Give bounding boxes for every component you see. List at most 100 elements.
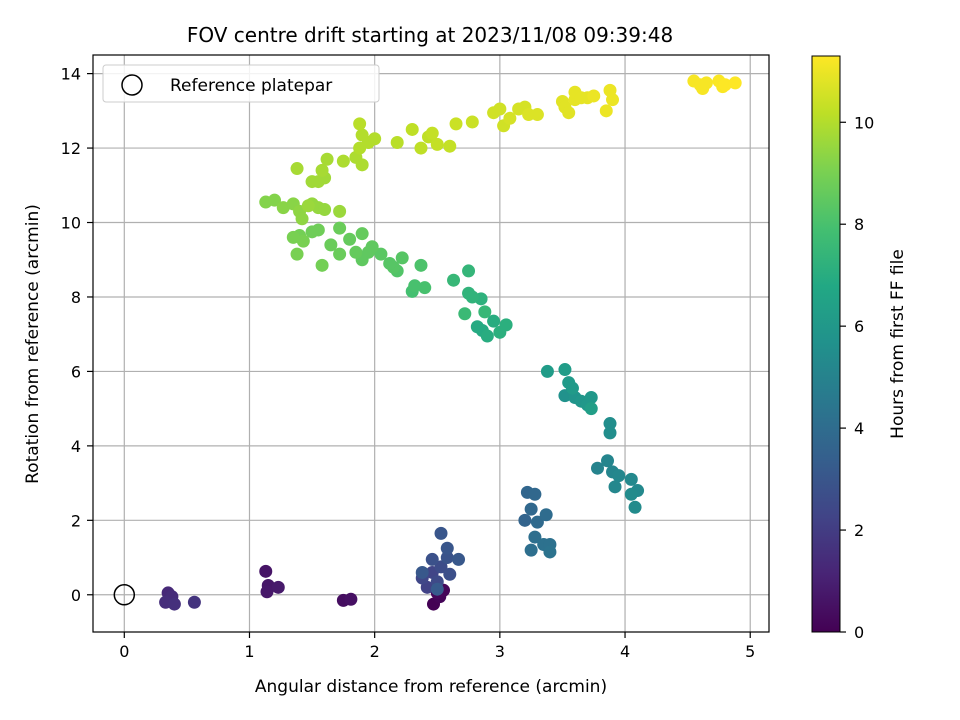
data-point <box>612 469 626 483</box>
data-point <box>320 152 334 166</box>
data-point <box>465 115 479 129</box>
data-point <box>187 595 201 609</box>
data-point <box>562 106 576 120</box>
data-point <box>333 221 347 235</box>
data-point <box>260 585 274 599</box>
data-point <box>539 508 553 522</box>
data-point <box>699 76 713 90</box>
data-point <box>425 126 439 140</box>
data-point <box>530 515 544 529</box>
data-point <box>524 543 538 557</box>
grid-lines <box>93 55 769 632</box>
data-point <box>353 117 367 131</box>
data-point <box>318 202 332 216</box>
data-point <box>434 560 448 574</box>
data-point <box>458 307 472 321</box>
data-point <box>395 251 409 265</box>
y-tick-label: 6 <box>71 362 81 381</box>
data-point <box>374 247 388 261</box>
data-point <box>503 111 517 125</box>
data-point <box>443 567 457 581</box>
y-tick-label: 4 <box>71 437 81 456</box>
data-point <box>487 314 501 328</box>
data-point <box>584 402 598 416</box>
data-point <box>290 162 304 176</box>
data-point <box>565 381 579 395</box>
data-point <box>268 193 282 207</box>
data-point <box>493 102 507 116</box>
data-point <box>290 247 304 261</box>
data-point <box>390 135 404 149</box>
reference-marker <box>113 584 136 606</box>
data-point <box>601 454 615 468</box>
x-tick-label: 4 <box>620 642 630 661</box>
data-point <box>584 390 598 404</box>
data-point <box>276 201 290 215</box>
data-point <box>543 545 557 559</box>
data-point <box>447 273 461 287</box>
data-point <box>540 364 554 378</box>
y-axis-ticks: 0 2 4 6 8 10 12 14 <box>61 65 93 605</box>
data-point <box>530 108 544 122</box>
data-point <box>443 139 457 153</box>
colorbar-tick-label: 0 <box>854 623 864 642</box>
data-point <box>430 137 444 151</box>
data-point <box>449 117 463 131</box>
legend-label-reference: Reference platepar <box>170 76 332 96</box>
data-point <box>558 363 572 377</box>
data-point <box>608 480 622 494</box>
data-point <box>628 500 642 514</box>
x-tick-label: 3 <box>495 642 505 661</box>
y-tick-label: 0 <box>71 586 81 605</box>
data-point <box>167 597 181 611</box>
data-point <box>271 580 285 594</box>
data-point <box>305 225 319 239</box>
data-point <box>344 592 358 606</box>
data-point <box>587 89 601 103</box>
legend-box <box>102 64 380 103</box>
data-point <box>259 564 273 578</box>
data-point <box>414 258 428 272</box>
data-point <box>480 329 494 343</box>
data-point <box>336 154 350 168</box>
data-point <box>434 526 448 540</box>
x-tick-label: 0 <box>119 642 129 661</box>
y-axis-label: Rotation from reference (arcmin) <box>23 204 43 484</box>
data-point <box>728 76 742 90</box>
data-point <box>528 530 542 544</box>
data-point <box>414 141 428 155</box>
data-point <box>528 487 542 501</box>
legend-marker-reference <box>121 74 143 96</box>
x-tick-label: 2 <box>370 642 380 661</box>
data-point <box>524 502 538 516</box>
data-point <box>315 258 329 272</box>
data-point <box>465 290 479 304</box>
data-point <box>383 256 397 270</box>
data-point <box>415 565 429 579</box>
data-point <box>295 212 309 226</box>
y-tick-label: 14 <box>61 65 81 84</box>
data-point <box>333 247 347 261</box>
data-point <box>368 132 382 146</box>
data-points <box>159 74 742 611</box>
data-point <box>718 78 732 92</box>
data-point <box>440 541 454 555</box>
data-point <box>499 318 513 332</box>
legend: Reference platepar <box>102 64 380 103</box>
chart-title: FOV centre drift starting at 2023/11/08 … <box>187 23 673 47</box>
x-axis-label: Angular distance from reference (arcmin) <box>255 677 607 697</box>
colorbar-tick-label: 4 <box>854 419 864 438</box>
data-point <box>349 245 363 259</box>
plot-frame <box>92 54 770 633</box>
colorbar-label: Hours from first FF file <box>888 249 908 439</box>
colorbar <box>811 55 841 633</box>
data-point <box>408 279 422 293</box>
data-point <box>518 513 532 527</box>
data-point <box>361 245 375 259</box>
y-tick-label: 10 <box>61 214 81 233</box>
data-point <box>425 552 439 566</box>
colorbar-tick-label: 2 <box>854 521 864 540</box>
data-point <box>301 199 315 213</box>
data-point <box>478 305 492 319</box>
